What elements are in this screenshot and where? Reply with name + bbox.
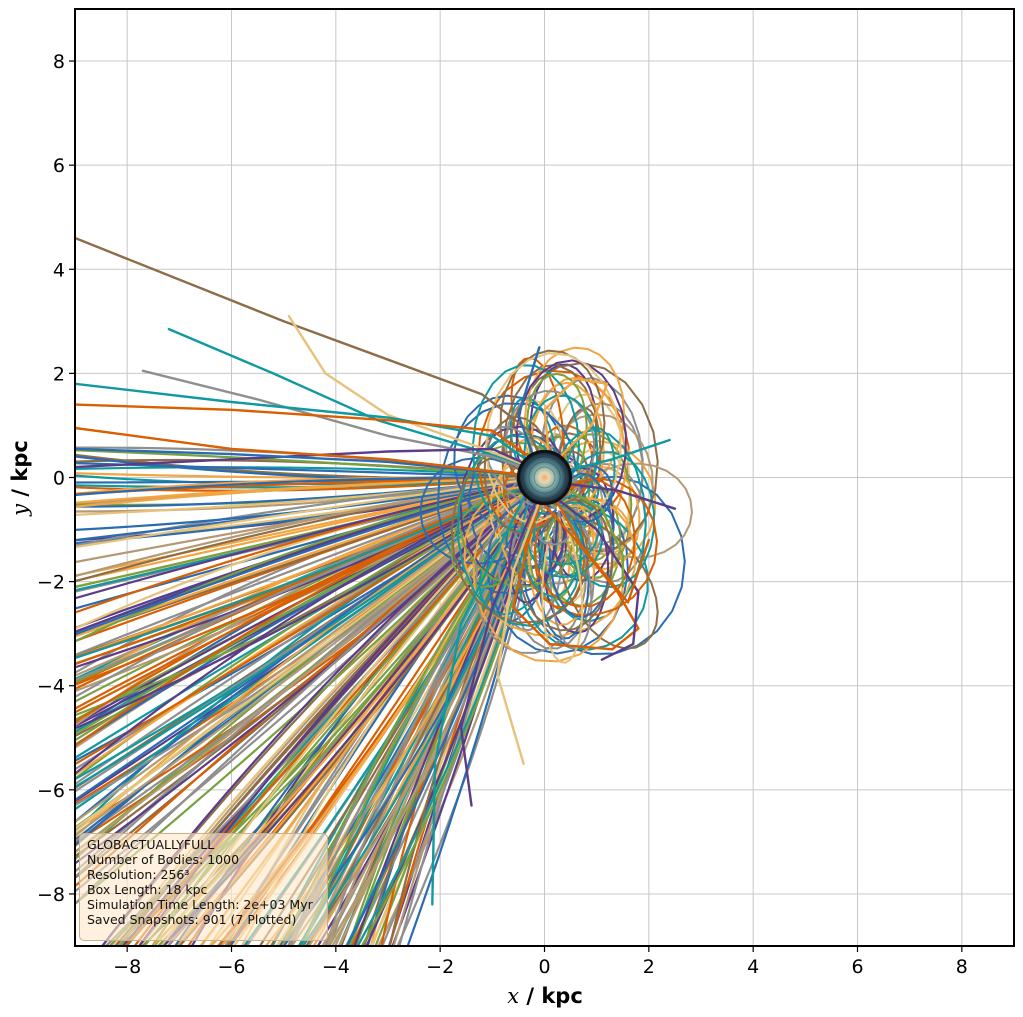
- trajectory-line: [75, 476, 546, 777]
- x-tick-label: −8: [113, 956, 141, 978]
- y-tick-label: −2: [37, 572, 65, 594]
- trajectory-line: [75, 476, 546, 865]
- x-tick-label: 8: [956, 956, 968, 978]
- x-ticks: −8 −6 −4 −2 0 2 4 6 8: [113, 946, 968, 978]
- trajectory-series-line: [431, 486, 530, 906]
- y-tick-label: 4: [53, 259, 65, 281]
- info-line: Box Length: 18 kpc: [87, 882, 208, 897]
- trajectory-line: [75, 476, 546, 657]
- trajectory-series-line: [559, 481, 677, 510]
- trajectory-series-line: [548, 486, 650, 604]
- info-line: Number of Bodies: 1000: [87, 852, 240, 867]
- trajectory-line: [75, 476, 546, 660]
- x-tick-label: −2: [426, 956, 454, 978]
- y-tick-label: 6: [53, 155, 65, 177]
- orbit-loop: [484, 352, 622, 524]
- central-body: [516, 449, 573, 506]
- info-title: GLOBACTUALLYFULL: [87, 837, 215, 852]
- trajectory-series-line: [553, 481, 624, 588]
- orbit-loop: [525, 372, 588, 502]
- orbit-loop: [523, 477, 659, 616]
- orbit-loop: [457, 441, 575, 588]
- trajectory-line: [75, 476, 546, 854]
- central-body-ring: [523, 456, 566, 499]
- orbit-loop: [516, 498, 614, 632]
- info-line: Simulation Time Length: 2e+03 Myr: [87, 897, 313, 912]
- y-ticks: −8 −6 −4 −2 0 2 4 6 8: [37, 51, 75, 906]
- x-tick-label: 0: [538, 956, 550, 978]
- trajectory-series-line: [459, 491, 541, 807]
- central-body-ring: [533, 466, 556, 489]
- x-tick-label: 6: [851, 956, 863, 978]
- y-tick-label: 2: [53, 363, 65, 385]
- trajectory-series-line: [75, 236, 546, 469]
- central-body-disc: [516, 449, 573, 506]
- y-tick-label: 0: [53, 468, 65, 490]
- trajectory-series-line: [75, 382, 546, 474]
- orbit-loop: [527, 499, 596, 626]
- orbit-loop: [517, 506, 649, 651]
- orbit-loop: [527, 501, 604, 579]
- x-axis-title: x / kpc: [507, 984, 583, 1008]
- orbit-loop: [563, 462, 693, 559]
- y-axis-title: y / kpc: [8, 440, 32, 517]
- x-tick-label: −6: [217, 956, 245, 978]
- trajectory-series-line: [559, 438, 671, 474]
- trajectory-line: [75, 476, 546, 564]
- orbit-loop: [533, 478, 636, 608]
- trajectory-series-line: [287, 314, 546, 474]
- trajectory-line: [75, 476, 546, 636]
- orbit-loop: [559, 451, 655, 589]
- simulation-info-box: GLOBACTUALLYFULL Number of Bodies: 1000 …: [79, 833, 328, 941]
- trajectory-line: [75, 476, 546, 643]
- trajectory-line: [75, 476, 546, 824]
- trajectory-series-line: [548, 491, 640, 661]
- y-tick-label: 8: [53, 51, 65, 73]
- x-tick-label: 2: [643, 956, 655, 978]
- trajectory-series-line: [75, 426, 546, 479]
- trajectory-series-line: [75, 447, 546, 474]
- trajectory-series-line: [496, 486, 546, 765]
- trajectory-series: [75, 236, 677, 906]
- orbit-loop: [558, 510, 659, 650]
- info-line: Resolution: 256³: [87, 867, 190, 882]
- y-tick-label: −8: [37, 884, 65, 906]
- trajectory-line: [75, 476, 546, 830]
- trajectory-series-line: [141, 369, 546, 477]
- orbit-loop: [508, 507, 596, 650]
- y-tick-label: −6: [37, 780, 65, 802]
- info-line: Saved Snapshots: 901 (7 Plotted): [87, 912, 297, 927]
- x-tick-label: −4: [322, 956, 350, 978]
- y-tick-label: −4: [37, 676, 65, 698]
- orbit-loop: [541, 516, 584, 664]
- trajectory-series-line: [543, 377, 609, 469]
- central-body-ring: [528, 461, 561, 494]
- trajectory-series-line: [75, 403, 546, 469]
- trajectory-line: [75, 476, 546, 497]
- trajectory-line: [75, 476, 546, 600]
- trajectory-line: [75, 476, 546, 824]
- x-tick-label: 4: [747, 956, 759, 978]
- trajectory-series-line: [75, 447, 546, 479]
